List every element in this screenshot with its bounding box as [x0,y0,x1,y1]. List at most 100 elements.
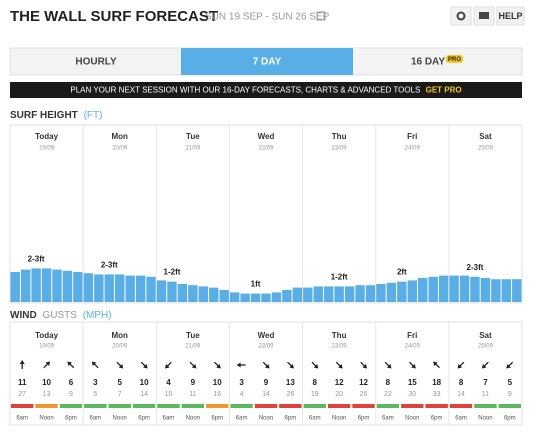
wind-time: 6am [382,416,394,422]
wind-rating [254,404,278,408]
arrow-head [386,363,392,369]
wind-rating [108,404,131,408]
surf-bar [334,286,344,302]
wind-time: 6pm [65,416,77,422]
wind-arrow [262,361,270,369]
wind-time: 6pm [138,416,150,422]
wind-speed: 10 [213,378,222,387]
surf-bar [303,287,313,302]
wind-arrow [457,361,465,369]
wind-gust: 4 [240,391,244,398]
wind-arrow [140,361,148,369]
surf-label: 2-3ft [28,255,45,264]
day-name: Mon [111,331,128,340]
surf-bar [428,276,438,302]
wind-gust: 5 [93,391,97,398]
surf-bar [240,293,250,302]
pro-badge-label: PRO [448,57,461,63]
surf-bar [83,273,94,302]
day-name: Thu [332,132,347,141]
surf-bar [146,276,156,302]
wind-speed: 12 [335,378,344,387]
surf-bar [449,275,459,302]
day-date: 20/09 [112,344,128,350]
arrow-head [45,361,51,367]
arrow-head [411,363,416,369]
wind-gust: 16 [213,391,221,398]
day-date: 24/09 [405,146,421,152]
wind-gust: 9 [508,391,512,398]
wind-gusts: GUSTS [42,310,77,321]
tab-active[interactable] [181,48,353,75]
day-name: Tue [186,132,200,141]
day-name: Today [35,132,59,141]
arrow-head [264,363,270,369]
wind-arrow [287,361,294,369]
wind-arrow [236,362,246,368]
wind-time: 6pm [504,416,516,422]
tab-7day[interactable]: 7 DAY [253,57,282,68]
wind-speed: 15 [408,378,417,387]
settings-button[interactable] [450,6,472,26]
arrow-head [236,362,241,368]
surf-unit: (FT) [84,110,103,121]
surf-bar [386,282,397,302]
wind-rating [327,404,351,408]
wind-title-text: WIND [10,310,37,321]
wind-speed: 5 [508,378,513,387]
wind-time: 6pm [358,416,370,422]
print-icon [479,12,489,19]
surf-bar [459,275,470,302]
surf-title-text: SURF HEIGHT [10,110,78,121]
surf-bar [94,274,104,302]
surf-bar [229,292,240,302]
wind-arrow [311,361,319,369]
promo-banner[interactable] [10,82,522,98]
surf-bar [52,269,62,302]
day-date: 22/09 [258,146,274,152]
wind-gust: 11 [482,391,489,398]
promo-cta[interactable]: GET PRO [426,86,462,95]
surf-bar [376,284,386,302]
day-name: Wed [258,331,275,340]
help-label: HELP [498,11,522,21]
wind-speed: 18 [432,378,441,387]
surf-bar [271,292,282,302]
surf-bar [73,272,83,302]
surf-bar [355,285,365,302]
calendar-icon[interactable] [316,11,326,21]
wind-arrow [506,361,514,369]
wind-rating [425,404,448,408]
day-date: 25/09 [478,344,494,350]
wind-rating [401,404,424,408]
tab-hourly[interactable]: HOURLY [75,57,117,68]
surf-bar [292,287,303,302]
wind-time: 6pm [211,416,223,422]
wind-gust: 11 [189,391,196,398]
day-date: 19/09 [39,146,55,152]
wind-arrow [67,361,75,369]
surf-bar [512,279,522,302]
wind-arrow [164,361,172,369]
wind-rating [181,404,205,408]
pro-badge [446,55,463,63]
wind-time: 6pm [431,416,443,422]
wind-time: 6pm [285,416,297,422]
day-date: 24/09 [405,344,421,350]
surf-bar [261,293,271,302]
wind-speed: 9 [191,378,196,387]
wind-arrow [189,361,197,369]
day-name: Fri [407,331,417,340]
arrow-head [143,363,148,369]
wind-rating [376,404,400,408]
wind-gust: 10 [165,391,173,398]
tab-16day[interactable]: 16 DAY [411,57,445,68]
wind-speed: 8 [459,378,464,387]
wind-rating [498,404,521,408]
wind-gust: 19 [311,391,319,398]
help-button[interactable] [496,6,525,26]
wind-gust: 30 [408,391,416,398]
wind-gust: 14 [262,391,270,398]
arrow-head [191,363,197,369]
